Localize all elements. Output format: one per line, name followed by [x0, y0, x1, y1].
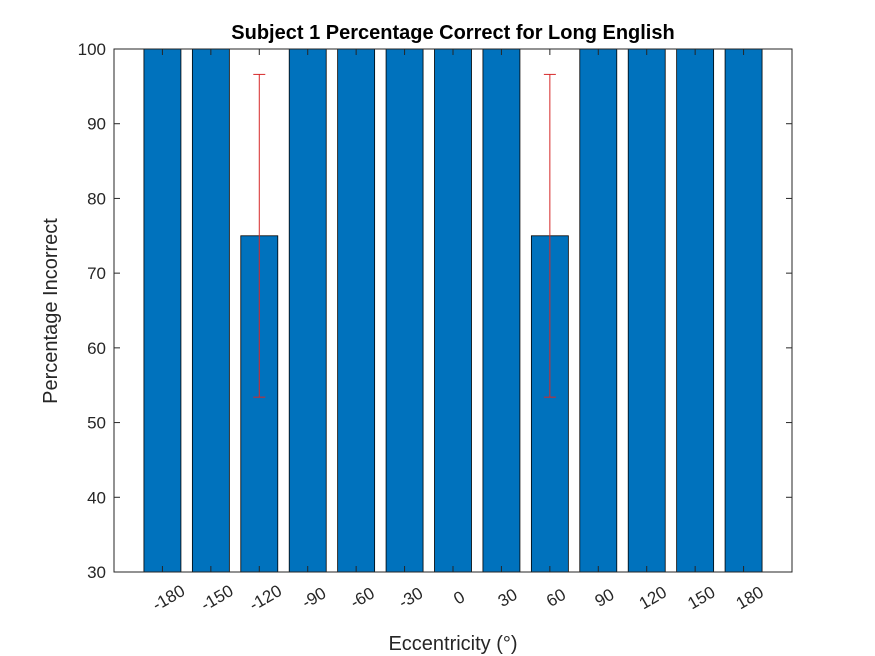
bar--60: [337, 48, 376, 573]
bar--180: [143, 48, 182, 573]
y-tick-label: 70: [87, 264, 106, 283]
y-tick-label: 90: [87, 115, 106, 134]
bar-30: [482, 48, 521, 573]
x-tick-label: 90: [592, 585, 618, 611]
x-axis-label: Eccentricity (°): [388, 633, 517, 655]
x-tick-label: -60: [347, 584, 378, 613]
y-tick-label: 80: [87, 189, 106, 208]
y-tick-label: 60: [87, 339, 106, 358]
x-tick-label: 120: [636, 583, 670, 614]
error-bars-layer: [253, 73, 556, 398]
bar-180: [724, 48, 763, 573]
bar--90: [288, 48, 327, 573]
chart-title: Subject 1 Percentage Correct for Long En…: [231, 22, 674, 44]
x-tick-label: 150: [684, 583, 718, 614]
x-tick-label: -30: [395, 584, 426, 613]
bar-0: [434, 48, 472, 573]
error-bar-60: [543, 73, 556, 398]
x-tick-label: 180: [733, 583, 767, 614]
y-axis-label: Percentage Incorrect: [40, 218, 62, 404]
y-tick-label: 100: [78, 40, 106, 59]
x-tick-label: -180: [149, 581, 188, 614]
error-bar--120: [253, 73, 266, 398]
y-axis: 30 40 50 60 70 80 90 100: [78, 40, 792, 582]
y-tick-label: 30: [87, 563, 106, 582]
bar-90: [579, 48, 618, 573]
x-tick-label: 30: [495, 585, 521, 611]
x-tick-label: -120: [246, 581, 285, 614]
y-tick-label: 40: [87, 488, 106, 507]
bar-120: [627, 48, 666, 573]
bar-150: [676, 48, 715, 573]
x-tick-label: -90: [299, 584, 330, 613]
bars-layer: [143, 48, 763, 573]
bar--150: [191, 48, 230, 573]
bar--30: [385, 48, 424, 573]
x-tick-label: 60: [543, 585, 569, 611]
y-tick-label: 50: [87, 414, 106, 433]
x-tick-label: -150: [198, 581, 237, 614]
x-tick-label: 0: [450, 587, 468, 608]
